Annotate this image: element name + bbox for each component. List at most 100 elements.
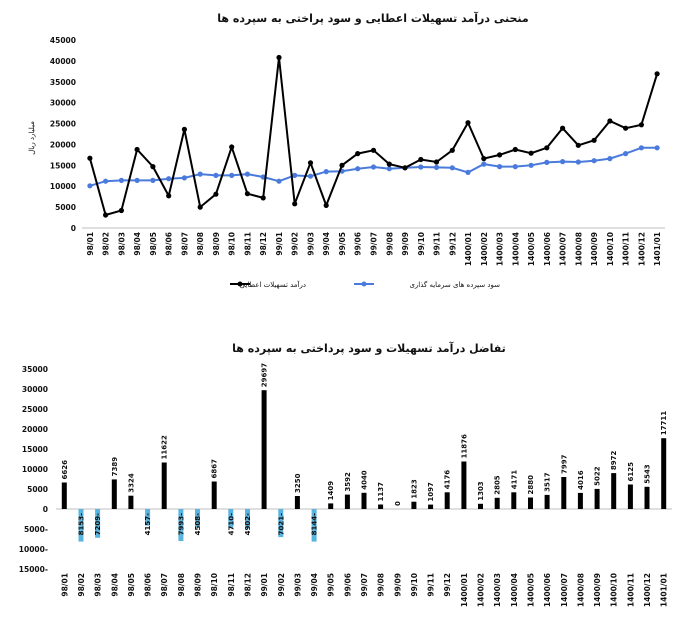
x-tick-label: 1400/12: [643, 573, 652, 607]
series-0-point: [197, 204, 203, 210]
series-1-point: [449, 165, 455, 171]
bar-data-label: 4508-: [194, 513, 202, 535]
x-tick-label: 1400/03: [496, 232, 505, 266]
x-tick-label: 1400/07: [560, 573, 569, 607]
legend: درآمد تسهیلات اعطایی سود سپرده های سرمای…: [230, 280, 500, 289]
bar-data-label: 8153-: [78, 513, 86, 535]
x-tick-label: 99/04: [310, 573, 319, 597]
y-tick-label: 15000: [50, 161, 76, 170]
series-0-point: [276, 54, 282, 61]
series-1-point: [638, 145, 645, 151]
y-tick-label: 35000: [22, 365, 48, 374]
x-tick-label: 98/07: [180, 232, 189, 256]
series-1-point: [276, 178, 282, 184]
x-tick-label: 99/08: [385, 232, 394, 256]
x-tick-label: 1401/01: [660, 573, 669, 607]
x-tick-label: 1400/11: [622, 232, 631, 266]
y-tick-label: 5000: [55, 203, 76, 212]
x-tick-label: 98/12: [259, 232, 268, 256]
series-1-point: [591, 158, 597, 164]
x-tick-label: 99/10: [417, 232, 426, 256]
series-1-point: [512, 164, 518, 170]
bar-data-label: 3324: [127, 473, 135, 493]
bar-negative: [178, 509, 184, 541]
bar-data-label: 7997: [560, 454, 568, 474]
bar-negative: [278, 509, 284, 538]
bar-positive: [444, 492, 450, 509]
y-tick-label: 10000: [50, 182, 76, 191]
series-1-point: [544, 159, 550, 165]
series-line-0: [88, 57, 659, 217]
series-1-point: [181, 175, 187, 181]
y-tick-label: 15000-: [19, 565, 48, 574]
series-0-point: [87, 155, 93, 161]
y-tick-label: 25000: [22, 405, 48, 414]
bar-data-label: 1409: [327, 481, 335, 501]
series-1-point: [528, 162, 534, 168]
y-tick-label: 10000-: [19, 545, 48, 554]
x-tick-label: 1400/01: [460, 573, 469, 607]
bar-positive: [328, 503, 334, 509]
series-0-point: [591, 137, 597, 143]
x-tick-label: 99/11: [427, 573, 436, 597]
bar-negative: [311, 509, 317, 542]
x-tick-label: 98/01: [86, 232, 95, 256]
y-tick-label: 20000: [22, 425, 48, 434]
bar-positive: [627, 484, 633, 509]
series-0-point: [449, 147, 455, 153]
x-tick-label: 98/04: [110, 573, 119, 597]
x-tick-label: 98/06: [165, 232, 174, 256]
bar-positive: [261, 390, 267, 509]
series-0-point: [134, 146, 140, 153]
x-tick-label: 99/09: [393, 573, 402, 597]
bar-positive: [644, 486, 650, 509]
x-tick-label: 1400/03: [493, 573, 502, 607]
series-0-point: [307, 160, 314, 166]
series-1-point: [292, 172, 298, 178]
bar-positive: [128, 495, 134, 509]
x-tick-label: 98/03: [94, 573, 103, 597]
series-1-point: [433, 164, 440, 170]
bar-positive: [161, 462, 167, 509]
x-tick-label: 1400/08: [576, 573, 585, 607]
bar-data-label: 5022: [594, 466, 602, 486]
series-0-point: [118, 207, 124, 214]
x-tick-label: 98/11: [227, 573, 236, 597]
bar-positive: [294, 496, 300, 509]
series-0-point: [654, 71, 660, 77]
bar-negative: [78, 509, 84, 542]
bar-positive: [428, 504, 434, 509]
series-0-point: [150, 164, 156, 170]
bar-positive: [561, 477, 567, 509]
y-tick-label: 20000: [50, 140, 76, 149]
x-tick-label: 98/10: [210, 573, 219, 597]
series-1-point: [370, 164, 377, 170]
series-1-point: [323, 169, 329, 175]
series-1-point: [103, 178, 109, 184]
y-tick-label: 5000-: [24, 525, 48, 534]
bar-positive: [511, 492, 517, 509]
bar-data-label: 4157-: [144, 513, 152, 535]
series-1-point: [118, 177, 124, 183]
bar-negative: [145, 509, 151, 526]
series-0-point: [260, 195, 266, 201]
bar-data-label: 6626: [61, 460, 69, 480]
series-1-point: [418, 164, 424, 170]
x-tick-label: 98/11: [243, 232, 252, 256]
x-tick-label: 99/07: [360, 573, 369, 597]
series-0-point: [512, 146, 518, 153]
bar-data-label: 1303: [477, 481, 485, 501]
bar-positive: [211, 481, 217, 509]
bar-data-label: 4016: [577, 470, 585, 490]
y-axis-label: میلیارد ریال: [28, 121, 36, 155]
legend-label-deposit: سود سپرده های سرمایه گذاری: [409, 280, 500, 289]
bar-data-label: 1137: [377, 482, 385, 502]
y-tick-label: 25000: [50, 120, 76, 129]
bar-positive: [411, 501, 417, 509]
bar-data-label: 11876: [460, 434, 468, 458]
series-1-point: [575, 159, 581, 165]
x-tick-label: 1400/06: [543, 232, 552, 266]
series-0-point: [481, 156, 487, 162]
series-1-point: [481, 161, 487, 167]
